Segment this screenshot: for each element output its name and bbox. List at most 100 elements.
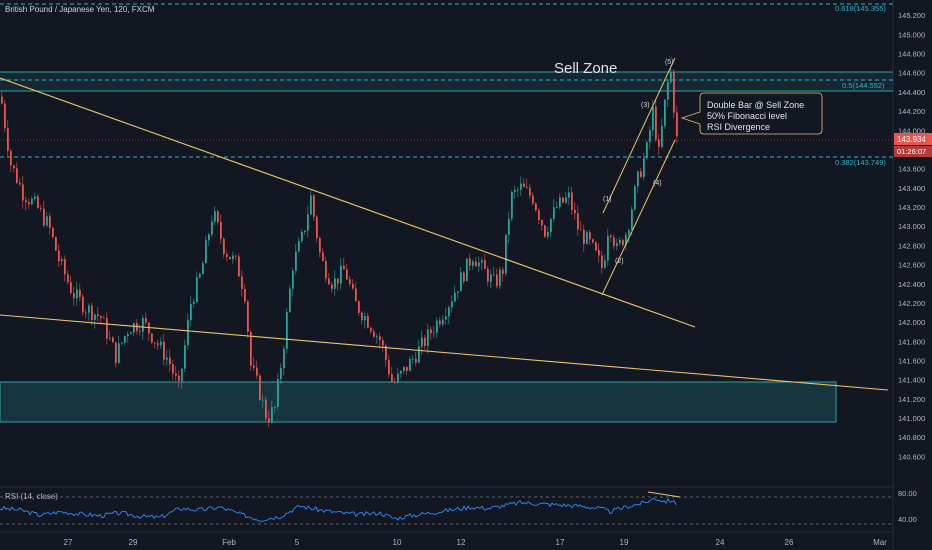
candle-body[interactable] xyxy=(406,366,408,371)
candle-body[interactable] xyxy=(319,238,321,253)
candle-body[interactable] xyxy=(316,216,318,239)
candle-body[interactable] xyxy=(613,237,615,246)
candle-body[interactable] xyxy=(145,317,147,323)
candle-body[interactable] xyxy=(106,318,108,339)
candle-body[interactable] xyxy=(541,219,543,226)
candle-body[interactable] xyxy=(16,168,18,183)
candle-body[interactable] xyxy=(475,261,477,267)
candle-body[interactable] xyxy=(532,195,534,204)
candle-body[interactable] xyxy=(115,342,117,363)
candle-body[interactable] xyxy=(244,288,246,302)
candle-body[interactable] xyxy=(193,302,195,304)
candle-body[interactable] xyxy=(28,202,30,205)
candle-body[interactable] xyxy=(433,332,435,334)
candle-body[interactable] xyxy=(424,337,426,346)
candle-body[interactable] xyxy=(169,357,171,365)
candle-body[interactable] xyxy=(208,234,210,241)
candle-body[interactable] xyxy=(58,250,60,262)
candle-body[interactable] xyxy=(4,103,6,128)
candle-body[interactable] xyxy=(352,283,354,289)
candle-body[interactable] xyxy=(163,341,165,360)
candle-body[interactable] xyxy=(607,235,609,261)
candle-body[interactable] xyxy=(49,216,51,228)
candle-body[interactable] xyxy=(97,314,99,317)
channel-lower-line[interactable] xyxy=(601,139,676,296)
candle-body[interactable] xyxy=(202,263,204,274)
candle-body[interactable] xyxy=(553,207,555,219)
candle-body[interactable] xyxy=(547,232,549,237)
candle-body[interactable] xyxy=(535,203,537,211)
candle-body[interactable] xyxy=(322,252,324,261)
candle-body[interactable] xyxy=(361,312,363,321)
candle-body[interactable] xyxy=(313,195,315,217)
candle-body[interactable] xyxy=(304,230,306,232)
candle-body[interactable] xyxy=(544,225,546,237)
candle-body[interactable] xyxy=(298,241,300,252)
candle-body[interactable] xyxy=(82,296,84,313)
candle-body[interactable] xyxy=(37,196,39,208)
candle-body[interactable] xyxy=(673,71,675,113)
candle-body[interactable] xyxy=(295,251,297,271)
candle-body[interactable] xyxy=(265,399,267,419)
candle-body[interactable] xyxy=(301,231,303,242)
candle-body[interactable] xyxy=(619,239,621,244)
candle-body[interactable] xyxy=(196,277,198,303)
candle-body[interactable] xyxy=(217,211,219,223)
candle-body[interactable] xyxy=(331,284,333,289)
candle-body[interactable] xyxy=(529,187,531,196)
candle-body[interactable] xyxy=(250,331,252,366)
candle-body[interactable] xyxy=(358,301,360,313)
candle-body[interactable] xyxy=(451,301,453,308)
candle-body[interactable] xyxy=(640,171,642,178)
candle-body[interactable] xyxy=(307,214,309,231)
candle-body[interactable] xyxy=(382,340,384,346)
candle-body[interactable] xyxy=(157,343,159,346)
candle-body[interactable] xyxy=(184,345,186,369)
candle-body[interactable] xyxy=(187,320,189,346)
candle-body[interactable] xyxy=(448,307,450,317)
candle-body[interactable] xyxy=(442,319,444,325)
candle-body[interactable] xyxy=(43,208,45,226)
candle-body[interactable] xyxy=(550,218,552,233)
candle-body[interactable] xyxy=(421,337,423,347)
candle-body[interactable] xyxy=(253,365,255,368)
candle-body[interactable] xyxy=(232,255,234,260)
candle-body[interactable] xyxy=(205,240,207,264)
candle-body[interactable] xyxy=(430,329,432,334)
candle-body[interactable] xyxy=(109,337,111,339)
candle-body[interactable] xyxy=(292,270,294,289)
descending-trendline[interactable] xyxy=(0,77,696,328)
candle-body[interactable] xyxy=(88,305,90,313)
candle-body[interactable] xyxy=(151,333,153,343)
candle-body[interactable] xyxy=(649,130,651,143)
candle-body[interactable] xyxy=(226,254,228,257)
candle-body[interactable] xyxy=(223,238,225,255)
candle-body[interactable] xyxy=(40,207,42,209)
candle-body[interactable] xyxy=(484,260,486,269)
candle-body[interactable] xyxy=(511,191,513,219)
candle-body[interactable] xyxy=(25,200,27,203)
candle-body[interactable] xyxy=(676,112,678,137)
candle-body[interactable] xyxy=(7,127,9,151)
channel-upper-line[interactable] xyxy=(602,57,676,214)
candle-body[interactable] xyxy=(100,316,102,318)
candle-body[interactable] xyxy=(388,359,390,375)
candle-body[interactable] xyxy=(1,96,3,104)
candle-body[interactable] xyxy=(61,259,63,262)
candle-body[interactable] xyxy=(559,197,561,207)
sell-zone-label[interactable]: Sell Zone xyxy=(554,60,617,77)
candle-body[interactable] xyxy=(310,195,312,215)
candle-body[interactable] xyxy=(262,399,264,401)
candle-body[interactable] xyxy=(655,106,657,140)
candle-body[interactable] xyxy=(46,216,48,226)
candle-body[interactable] xyxy=(325,260,327,279)
candle-body[interactable] xyxy=(586,232,588,244)
candle-body[interactable] xyxy=(454,292,456,302)
candle-body[interactable] xyxy=(118,343,120,363)
candle-body[interactable] xyxy=(457,291,459,293)
candle-body[interactable] xyxy=(283,348,285,369)
candle-body[interactable] xyxy=(520,183,522,190)
candle-body[interactable] xyxy=(67,274,69,283)
candle-body[interactable] xyxy=(526,187,528,188)
